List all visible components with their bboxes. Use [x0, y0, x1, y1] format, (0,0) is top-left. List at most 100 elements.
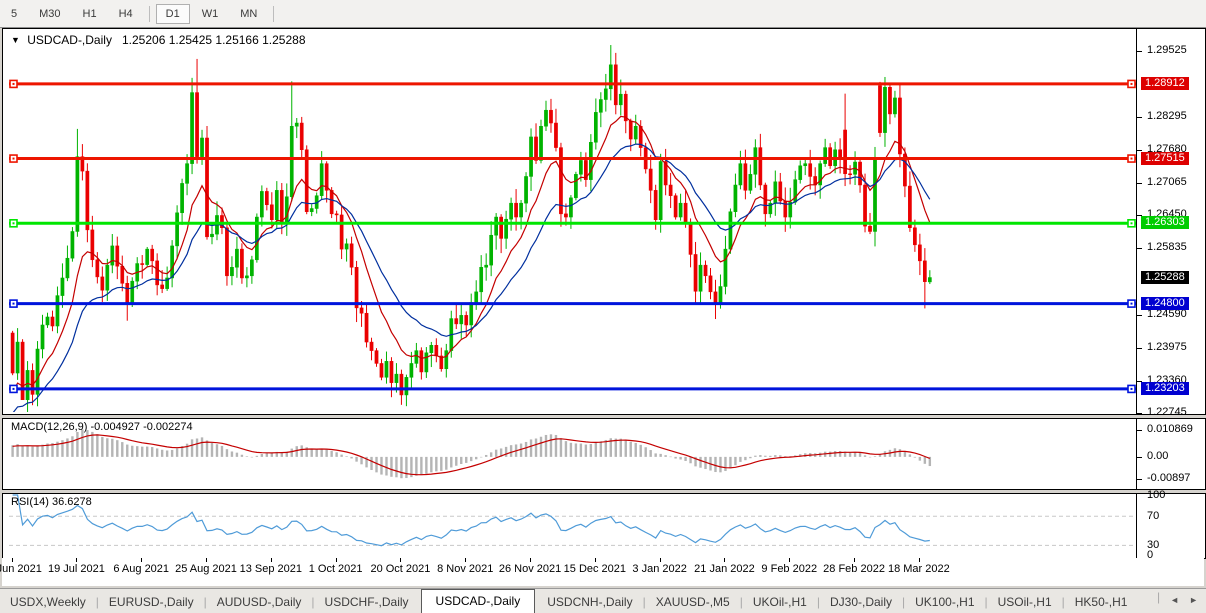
rsi-label: RSI(14) 36.6278 — [11, 496, 92, 508]
date-axis-tick — [270, 558, 272, 562]
tab-separator: | — [816, 595, 820, 609]
date-axis[interactable]: 30 Jun 2021 19 Jul 2021 6 Aug 2021 25 Aug 2… — [0, 558, 1204, 586]
chart-tab-eurusd-daily[interactable]: EURUSD-,Daily — [108, 595, 194, 609]
chart-tab-audusd-daily[interactable]: AUDUSD-,Daily — [216, 595, 302, 609]
macd-axis-label: -0.00897 — [1147, 472, 1191, 484]
chart-symbol-label: USDCAD-,Daily — [27, 33, 112, 47]
tab-separator: | — [739, 595, 743, 609]
price-level-badge: 1.26303 — [1141, 216, 1189, 229]
date-axis-label: 19 Jul 2021 — [47, 563, 105, 575]
tab-separator: | — [642, 595, 646, 609]
timeframe-button-h4[interactable]: H4 — [118, 7, 133, 20]
macd-plot[interactable] — [9, 419, 1136, 487]
chart-title-arrow-icon[interactable]: ▼ — [11, 35, 20, 45]
price-axis-label: 1.22745 — [1147, 406, 1187, 418]
chart-tab-usdcad-daily[interactable]: USDCAD-,Daily — [420, 589, 536, 613]
price-axis-label: 1.23975 — [1147, 341, 1187, 353]
date-axis-tick — [141, 558, 143, 562]
rsi-pane[interactable]: RSI(14) 36.6278 100 70 30 0 — [2, 489, 1206, 561]
price-axis-tick — [1137, 117, 1142, 118]
date-axis-label: 9 Feb 2022 — [761, 563, 818, 575]
tabs-scroll-left-icon[interactable]: ◄ — [1170, 594, 1180, 605]
price-level-badge: 1.28912 — [1141, 77, 1189, 90]
tab-separator: | — [311, 595, 315, 609]
date-axis-tick — [335, 558, 337, 562]
macd-label: MACD(12,26,9) -0.004927 -0.002274 — [11, 421, 193, 433]
date-axis-label: 13 Sep 2021 — [239, 563, 303, 575]
chart-tab-usoil-h1[interactable]: USOil-,H1 — [997, 595, 1052, 609]
rsi-axis-label: 100 — [1147, 489, 1166, 501]
price-level-badge: 1.23203 — [1141, 382, 1189, 395]
rsi-axis-label: 0 — [1147, 549, 1154, 561]
date-axis-label: 26 Nov 2021 — [498, 563, 562, 575]
price-level-badge: 1.24800 — [1141, 297, 1189, 310]
date-axis-tick — [76, 558, 78, 562]
chart-tab-usdcnh-daily[interactable]: USDCNH-,Daily — [547, 595, 633, 609]
price-axis-tick — [1137, 248, 1142, 249]
date-axis-tick — [206, 558, 207, 562]
timeframe-button-w1[interactable]: W1 — [201, 7, 219, 20]
timeframe-button-d1[interactable]: D1 — [155, 3, 190, 24]
price-axis-separator — [1136, 29, 1137, 414]
price-axis-label: 1.29525 — [1147, 44, 1187, 56]
macd-pane[interactable]: MACD(12,26,9) -0.004927 -0.002274 0.0108… — [2, 418, 1206, 490]
date-axis-label: 28 Feb 2022 — [823, 563, 885, 575]
tab-separator: | — [95, 595, 99, 609]
timeframe-button-m30[interactable]: M30 — [39, 7, 61, 20]
candlestick-plot[interactable] — [9, 29, 1136, 412]
price-level-badge: 1.25288 — [1141, 271, 1189, 284]
price-axis-label: 1.28295 — [1147, 110, 1187, 122]
price-axis-tick — [1137, 215, 1142, 216]
chart-tab-ukoil-h1[interactable]: UKOil-,H1 — [752, 595, 807, 609]
price-axis-tick — [1137, 51, 1142, 52]
price-axis-tick — [1137, 413, 1142, 414]
date-axis-tick — [530, 558, 532, 562]
chart-title: ▼ USDCAD-,Daily 1.25206 1.25425 1.25166 … — [11, 33, 306, 47]
tab-separator: | — [902, 595, 906, 609]
timeframe-toolbar: 5 M30 H1 H4 D1 W1 MN — [0, 0, 1206, 28]
rsi-axis-label: 30 — [1147, 539, 1160, 551]
price-axis-label: 1.27065 — [1147, 176, 1187, 188]
tab-separator: | — [1061, 595, 1065, 609]
date-axis-tick — [594, 558, 596, 562]
date-axis-tick — [789, 558, 791, 562]
rsi-plot[interactable] — [9, 494, 1136, 556]
chart-tab-dj30-daily[interactable]: DJ30-,Daily — [829, 595, 892, 609]
price-axis-tick — [1137, 183, 1142, 184]
price-chart-pane[interactable]: ▼ USDCAD-,Daily 1.25206 1.25425 1.25166 … — [2, 28, 1206, 418]
date-axis-tick — [659, 558, 661, 562]
price-axis-tick — [1137, 315, 1142, 316]
chart-tab-bar: USDX,Weekly | EURUSD-,Daily | AUDUSD-,Daily |… — [0, 588, 1206, 613]
date-axis-label: 21 Jan 2022 — [694, 563, 755, 575]
date-axis-label: 25 Aug 2021 — [175, 563, 237, 575]
chart-tab-hk50-h1[interactable]: HK50-,H1 — [1074, 595, 1128, 609]
price-axis-label: 1.25835 — [1147, 241, 1187, 253]
date-axis-label: 6 Aug 2021 — [113, 563, 170, 575]
toolbar-separator — [273, 5, 275, 22]
macd-axis-label: 0.00 — [1147, 450, 1169, 462]
timeframe-button-5[interactable]: 5 — [11, 7, 18, 20]
tab-separator: | — [203, 595, 207, 609]
date-axis-tick — [854, 558, 856, 562]
chart-tab-uk100-h1[interactable]: UK100-,H1 — [915, 595, 975, 609]
timeframe-button-h1[interactable]: H1 — [82, 7, 97, 20]
date-axis-label: 8 Nov 2021 — [437, 563, 494, 575]
tab-separator: | — [1157, 590, 1161, 604]
date-axis-tick — [724, 558, 726, 562]
chart-ohlc-values: 1.25206 1.25425 1.25166 1.25288 — [121, 33, 306, 47]
date-axis-label: 30 Jun 2021 — [0, 563, 42, 575]
tabs-scroll-right-icon[interactable]: ► — [1189, 594, 1198, 605]
date-axis-tick — [400, 558, 402, 562]
date-axis-label: 15 Dec 2021 — [563, 563, 627, 575]
chart-tab-usdx-weekly[interactable]: USDX,Weekly — [10, 595, 86, 609]
timeframe-button-mn[interactable]: MN — [240, 7, 258, 20]
chart-tab-usdchf-daily[interactable]: USDCHF-,Daily — [324, 595, 409, 609]
date-axis-tick — [11, 558, 13, 562]
tab-separator: | — [984, 595, 988, 609]
price-axis-tick — [1137, 150, 1142, 151]
price-axis-tick — [1137, 348, 1142, 349]
chart-tab-xauusd-m5[interactable]: XAUUSD-,M5 — [655, 595, 730, 609]
date-axis-label: 18 Mar 2022 — [887, 563, 950, 575]
price-axis-tick — [1137, 381, 1142, 382]
